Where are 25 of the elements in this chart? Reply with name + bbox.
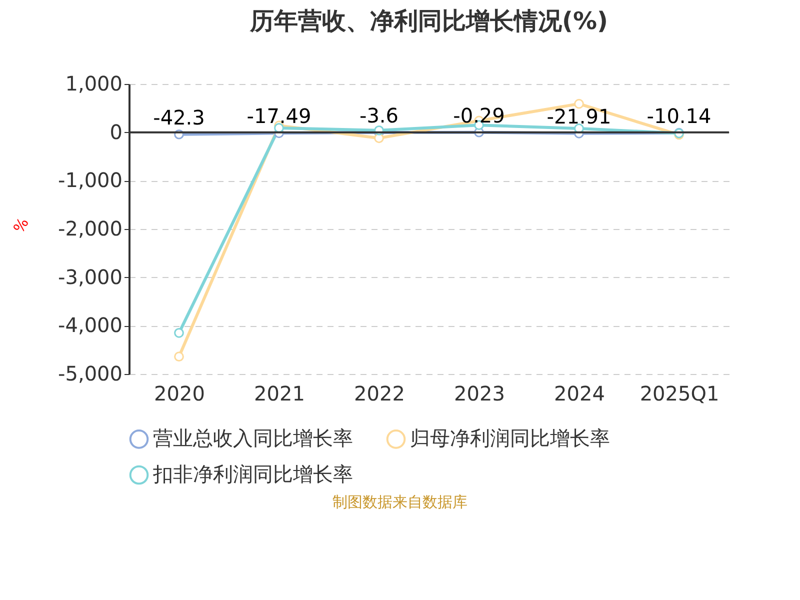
y-tick-label: -1,000	[58, 168, 122, 192]
data-label: -10.14	[646, 104, 712, 128]
x-tick-label: 2021	[254, 382, 305, 406]
y-axis-title: %	[10, 214, 32, 236]
x-tick-label: 2024	[554, 382, 605, 406]
legend-label: 营业总收入同比增长率	[153, 426, 353, 450]
data-label: -3.6	[359, 104, 399, 128]
y-tick-label: -3,000	[58, 264, 122, 289]
x-tick-label: 2025Q1	[640, 382, 720, 406]
y-tick-label: -5,000	[58, 362, 122, 386]
data-label: -21.91	[546, 104, 612, 128]
x-tick-label: 2020	[154, 382, 205, 406]
y-tick-label: -2,000	[58, 216, 122, 240]
data-label: -17.49	[246, 104, 312, 128]
chart-title: 历年营收、净利同比增长情况(%)	[249, 7, 608, 35]
y-tick-label: 0	[110, 120, 122, 144]
x-tick-label: 2022	[354, 382, 405, 406]
y-tick-label: -4,000	[58, 313, 122, 338]
legend-label: 归母净利润同比增长率	[410, 426, 610, 450]
x-tick-label: 2023	[454, 382, 505, 406]
data-label: -0.29	[453, 103, 505, 128]
legend-label: 扣非净利润同比增长率	[152, 462, 353, 486]
text: 制图数据来自数据库	[332, 493, 468, 512]
data-label: -42.3	[153, 105, 205, 130]
y-tick-label: 1,000	[65, 72, 122, 96]
